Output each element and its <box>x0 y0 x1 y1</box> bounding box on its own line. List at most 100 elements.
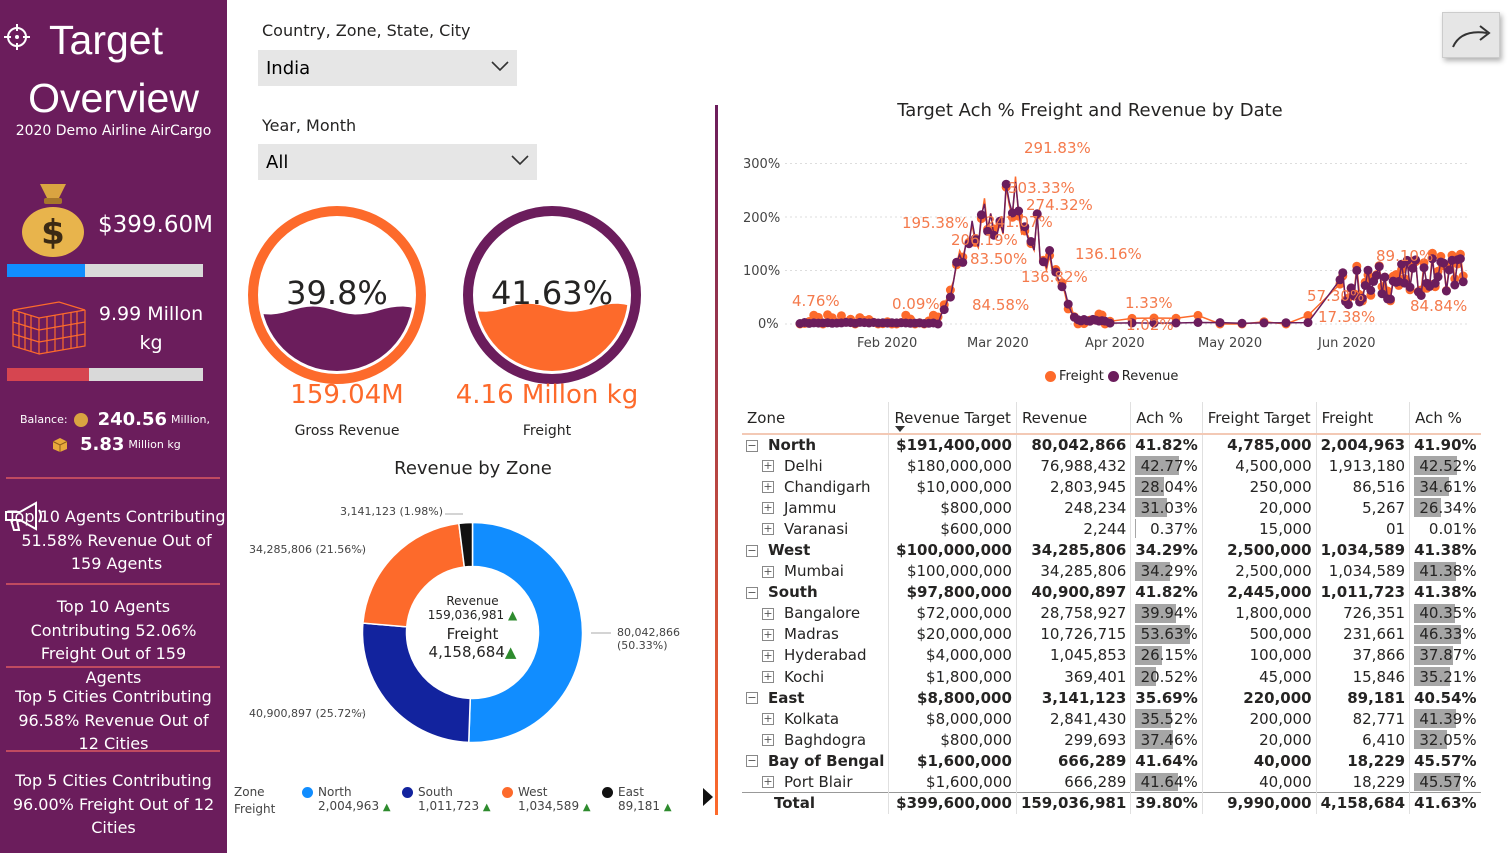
col-header-freight[interactable]: Freight <box>1315 402 1410 435</box>
series-point-revenue[interactable] <box>1063 299 1073 309</box>
series-point-revenue[interactable] <box>1038 257 1048 267</box>
collapse-icon[interactable]: − <box>746 438 758 452</box>
series-point-revenue[interactable] <box>989 230 999 240</box>
series-point-revenue[interactable] <box>970 234 980 244</box>
expand-icon[interactable]: + <box>762 627 774 641</box>
series-point-revenue[interactable] <box>1149 318 1159 328</box>
col-header-freight-ach[interactable]: Ach % <box>1409 402 1481 435</box>
series-point-freight[interactable] <box>1193 310 1203 320</box>
series-point-revenue[interactable] <box>1380 272 1390 282</box>
cell-freight-target: 500,000 <box>1201 623 1317 645</box>
expand-icon[interactable]: + <box>762 606 774 620</box>
series-point-revenue[interactable] <box>933 319 943 329</box>
series-point-revenue[interactable] <box>1411 255 1421 265</box>
series-point-revenue[interactable] <box>1450 280 1460 290</box>
series-point-revenue[interactable] <box>1105 318 1115 328</box>
series-point-revenue[interactable] <box>1343 300 1353 310</box>
series-point-revenue[interactable] <box>1427 254 1437 264</box>
series-point-revenue[interactable] <box>1363 265 1373 275</box>
cell-revenue-target: $100,000,000 <box>888 539 1017 561</box>
series-point-revenue[interactable] <box>1001 179 1011 189</box>
expand-icon[interactable]: + <box>762 712 774 726</box>
donut-slice-north[interactable] <box>467 521 584 744</box>
expand-icon[interactable]: + <box>762 480 774 494</box>
series-point-revenue[interactable] <box>1237 318 1247 328</box>
series-point-revenue[interactable] <box>976 210 986 220</box>
series-point-revenue[interactable] <box>1338 268 1348 278</box>
series-point-revenue[interactable] <box>1045 246 1055 255</box>
legend-item-west[interactable]: West 1,034,589 ▲ <box>502 785 591 813</box>
series-point-revenue[interactable] <box>1346 283 1356 293</box>
series-point-revenue[interactable] <box>1014 206 1024 216</box>
point-label: 291.83% <box>1024 139 1091 157</box>
collapse-icon[interactable]: − <box>746 754 758 768</box>
series-point-revenue[interactable] <box>1335 275 1345 285</box>
col-header-revenue[interactable]: Revenue <box>1015 402 1131 435</box>
expand-icon[interactable]: + <box>762 522 774 536</box>
series-point-revenue[interactable] <box>1051 267 1061 277</box>
play-axis-arrow[interactable] <box>703 788 713 806</box>
series-point-revenue[interactable] <box>964 239 974 249</box>
collapse-icon[interactable]: − <box>746 585 758 599</box>
col-header-freight-target[interactable]: Freight Target <box>1201 402 1317 435</box>
donut-slice-south[interactable] <box>361 622 472 744</box>
expand-icon[interactable]: + <box>762 564 774 578</box>
legend-item-south[interactable]: South 1,011,723 ▲ <box>402 785 491 813</box>
series-point-revenue[interactable] <box>1020 222 1030 232</box>
series-point-revenue[interactable] <box>1385 294 1395 304</box>
series-point-revenue[interactable] <box>1215 318 1225 328</box>
legend-item-east[interactable]: East 89,181 ▲ <box>602 785 672 813</box>
series-point-revenue[interactable] <box>1366 285 1376 295</box>
series-point-revenue[interactable] <box>1439 258 1449 268</box>
series-point-revenue[interactable] <box>1458 277 1468 287</box>
series-point-revenue[interactable] <box>1371 271 1381 280</box>
expand-icon[interactable]: + <box>762 733 774 747</box>
geo-slicer-dropdown[interactable]: India <box>258 50 517 86</box>
series-point-revenue[interactable] <box>1419 263 1429 273</box>
series-point-revenue[interactable] <box>1416 291 1426 300</box>
col-header-revenue-target[interactable]: Revenue Target <box>888 402 1017 435</box>
series-point-revenue[interactable] <box>1433 272 1443 282</box>
col-header-revenue-ach[interactable]: Ach % <box>1130 402 1203 435</box>
series-point-revenue[interactable] <box>1259 318 1269 328</box>
series-point-revenue[interactable] <box>1374 262 1384 272</box>
series-point-revenue[interactable] <box>1405 282 1415 292</box>
series-point-revenue[interactable] <box>1352 265 1362 275</box>
cell-freight: 231,661 <box>1315 623 1410 645</box>
series-point-revenue[interactable] <box>958 257 968 267</box>
expand-icon[interactable]: + <box>762 648 774 662</box>
collapse-icon[interactable]: − <box>746 543 758 557</box>
series-point-revenue[interactable] <box>995 216 1005 226</box>
series-point-revenue[interactable] <box>1455 254 1465 264</box>
series-point-revenue[interactable] <box>1444 265 1454 275</box>
donut-slice-east[interactable] <box>457 521 474 568</box>
collapse-icon[interactable]: − <box>746 691 758 705</box>
expand-icon[interactable]: + <box>762 459 774 473</box>
series-point-revenue[interactable] <box>1026 237 1036 246</box>
series-point-revenue[interactable] <box>1057 282 1067 292</box>
series-point-revenue[interactable] <box>1171 318 1181 328</box>
series-point-revenue[interactable] <box>945 292 955 302</box>
navigate-forward-button[interactable] <box>1442 12 1500 58</box>
date-slicer-dropdown[interactable]: All <box>258 144 537 180</box>
col-header-zone[interactable]: Zone <box>742 402 889 435</box>
series-point-revenue[interactable] <box>1441 286 1451 296</box>
series-point-revenue[interactable] <box>1193 318 1203 327</box>
series-point-revenue[interactable] <box>1408 263 1418 273</box>
series-point-revenue[interactable] <box>1357 293 1367 303</box>
series-point-freight[interactable] <box>1303 311 1313 320</box>
series-point-revenue[interactable] <box>1303 318 1313 328</box>
series-point-revenue[interactable] <box>1032 209 1042 219</box>
expand-icon[interactable]: + <box>762 501 774 515</box>
legend-item-north[interactable]: North 2,004,963 ▲ <box>302 785 391 813</box>
expand-icon[interactable]: + <box>762 775 774 789</box>
series-point-freight[interactable] <box>836 311 846 321</box>
expand-icon[interactable]: + <box>762 670 774 684</box>
series-point-revenue[interactable] <box>1281 318 1291 328</box>
donut-label-east: 3,141,123 (1.98%) <box>340 505 444 518</box>
series-point-revenue[interactable] <box>1127 318 1137 328</box>
series-point-revenue[interactable] <box>939 305 949 315</box>
series-point-revenue[interactable] <box>1349 291 1359 301</box>
cell-freight-target: 9,990,000 <box>1201 792 1317 814</box>
series-point-revenue[interactable] <box>1402 255 1412 265</box>
